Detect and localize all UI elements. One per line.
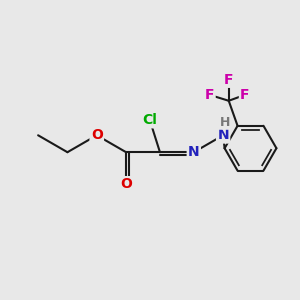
Text: N: N (217, 128, 229, 142)
Text: F: F (205, 88, 214, 102)
Text: O: O (91, 128, 103, 142)
Text: F: F (224, 73, 233, 87)
Text: Cl: Cl (142, 113, 157, 127)
Text: F: F (240, 88, 250, 102)
Text: O: O (120, 177, 132, 191)
Text: H: H (219, 116, 230, 128)
Text: N: N (188, 145, 200, 159)
